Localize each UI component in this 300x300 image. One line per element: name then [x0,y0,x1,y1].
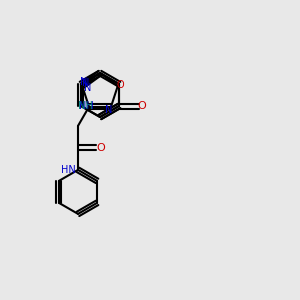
Text: NH: NH [78,101,92,111]
Text: N: N [105,105,113,115]
Text: N: N [83,83,91,93]
Text: O: O [137,101,146,111]
Text: O: O [96,143,105,153]
Text: N: N [82,78,90,88]
Text: NH: NH [79,101,93,111]
Text: N: N [80,77,88,87]
Text: HN: HN [61,165,75,175]
Text: O: O [117,80,124,90]
